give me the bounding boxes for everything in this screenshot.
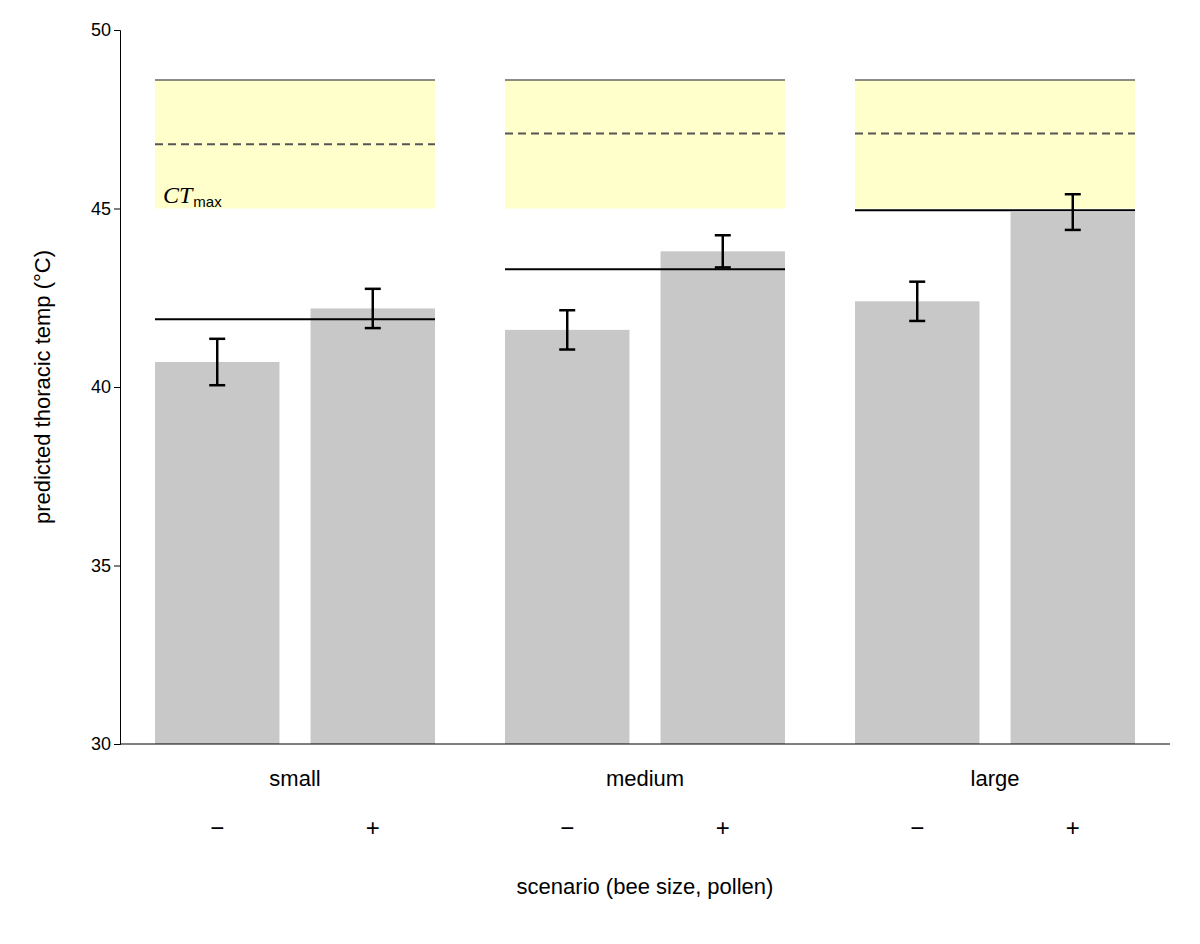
error-bar-cap <box>715 266 731 269</box>
bar <box>855 301 979 744</box>
y-tick-group: 40 <box>91 377 120 397</box>
error-bar-cap <box>1065 229 1081 232</box>
x-axis-title: scenario (bee size, pollen) <box>517 874 774 899</box>
marks <box>155 80 1135 744</box>
error-bar-stem <box>216 339 219 385</box>
error-bar <box>1065 194 1081 230</box>
y-axis-title: predicted thoracic temp (°C) <box>30 250 55 524</box>
x-axis-line <box>120 744 1170 745</box>
y-tick <box>114 744 120 745</box>
error-bar-stem <box>916 282 919 321</box>
error-bar-cap <box>365 327 381 330</box>
solid-line <box>855 209 1135 211</box>
y-axis-line <box>114 31 121 745</box>
error-bar-cap <box>365 288 381 291</box>
bar <box>661 251 785 744</box>
y-tick-label: 30 <box>91 734 111 754</box>
error-bar-cap <box>715 234 731 237</box>
bar <box>155 362 279 744</box>
bar <box>1011 212 1135 744</box>
error-bar-cap <box>1065 193 1081 196</box>
y-tick <box>114 209 120 210</box>
band <box>155 80 435 209</box>
error-bar-stem <box>722 235 725 267</box>
annotation: CT <box>163 182 194 208</box>
band <box>505 80 785 209</box>
error-bar-cap <box>559 348 575 351</box>
y-tick-label: 35 <box>91 556 111 576</box>
group-label: small <box>269 766 320 791</box>
y-tick <box>114 387 120 388</box>
category-label: + <box>366 814 380 841</box>
band-top-line <box>855 79 1135 81</box>
chart: 30 35 40 45 50 CTmax small medium large − + − + − + sce… <box>0 0 1200 944</box>
solid-line <box>505 268 785 270</box>
error-bar <box>365 289 381 328</box>
error-bar-stem <box>1072 194 1075 230</box>
category-label: − <box>210 814 224 841</box>
dashed-line <box>505 133 785 135</box>
group-label: large <box>971 766 1020 791</box>
category-label: + <box>1066 814 1080 841</box>
y-tick-group: 35 <box>91 556 120 576</box>
error-bar-cap <box>559 309 575 312</box>
y-tick <box>114 566 120 567</box>
error-bar-cap <box>909 320 925 323</box>
bar <box>505 330 629 744</box>
category-label: − <box>560 814 574 841</box>
y-tick-group: 30 <box>91 734 120 754</box>
y-tick-label: 50 <box>91 20 111 40</box>
y-axis: 30 35 40 45 50 <box>91 20 121 754</box>
solid-line <box>155 318 435 320</box>
error-bar <box>909 282 925 321</box>
error-bar-cap <box>209 384 225 387</box>
y-tick-label: 45 <box>91 199 111 219</box>
error-bar <box>715 235 731 267</box>
band <box>855 80 1135 209</box>
category-label: + <box>716 814 730 841</box>
error-bar-stem <box>566 310 569 349</box>
plot: 30 35 40 45 50 CTmax small medium large − + − + − + sce… <box>30 20 1170 899</box>
error-bar <box>559 310 575 349</box>
y-tick-group: 50 <box>91 20 120 40</box>
y-tick-group: 45 <box>91 199 120 219</box>
category-label: − <box>910 814 924 841</box>
error-bar <box>209 339 225 385</box>
bar <box>311 308 435 744</box>
y-tick <box>114 30 120 31</box>
dashed-line <box>855 133 1135 135</box>
band-top-line <box>505 79 785 81</box>
band-top-line <box>155 79 435 81</box>
y-tick-label: 40 <box>91 377 111 397</box>
group-label: medium <box>606 766 684 791</box>
annotation-subscript: max <box>193 193 222 210</box>
error-bar-cap <box>209 338 225 341</box>
error-bar-cap <box>909 280 925 283</box>
error-bar-stem <box>372 289 375 328</box>
dashed-line <box>155 143 435 145</box>
